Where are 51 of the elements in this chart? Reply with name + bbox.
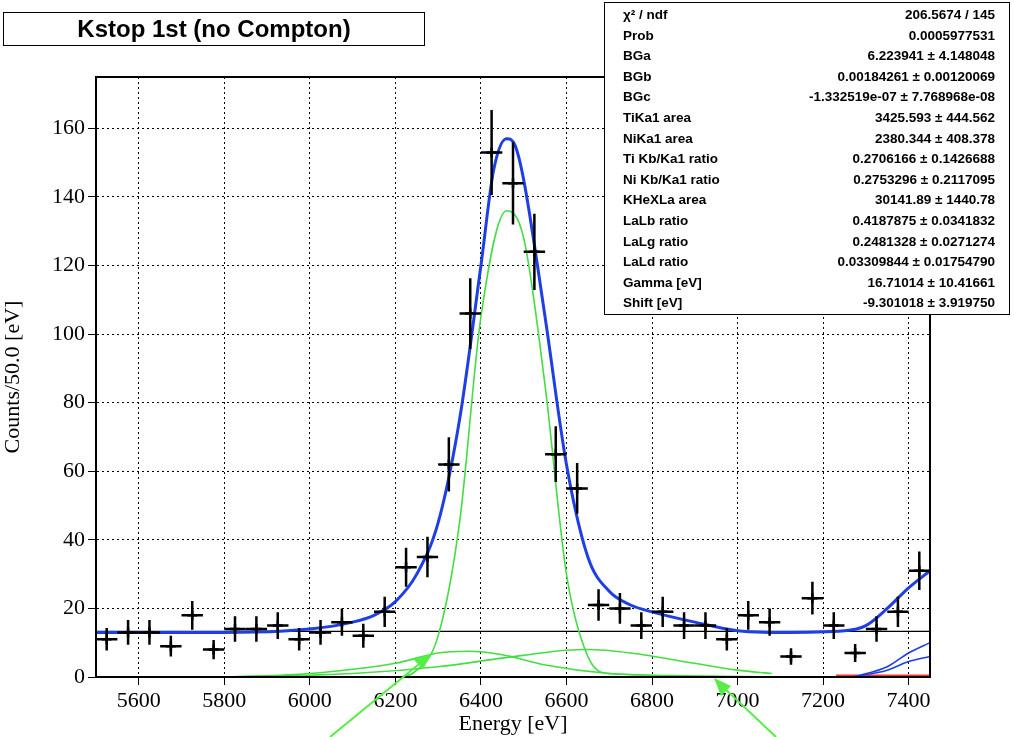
y-tick-label: 140 [52, 182, 85, 208]
annotation: NiKa1 area [623, 130, 694, 146]
y-axis-title: Counts/50.0 [eV] [0, 300, 24, 454]
annotation: Shift [eV] [623, 295, 684, 311]
annotation: BGc [623, 89, 652, 105]
x-axis-title: Energy [eV] [458, 709, 568, 735]
annotation: KHeXLa area [623, 192, 708, 208]
x-tick-label: 5800 [202, 686, 247, 712]
chart-title: Kstop 1st (no Compton) [3, 12, 425, 46]
annotation: TiKa1 area [623, 109, 693, 125]
x-tick-label: 6600 [544, 686, 589, 712]
annotation: -9.301018 ± 3.919750 [861, 295, 995, 311]
y-tick-label: 100 [52, 319, 85, 345]
annotation: Ni Kb/Ka1 ratio [623, 171, 721, 187]
y-tick-label: 160 [52, 114, 85, 140]
text: 6.223941 ± 4.148048 [866, 48, 995, 64]
annotation: 0.4187875 ± 0.0341832 [851, 212, 995, 228]
annotation: 16.71014 ± 10.41661 [866, 274, 995, 290]
text: 206.5674 / 145 [903, 7, 995, 22]
annotation: 2380.344 ± 408.378 [873, 130, 995, 146]
annotation: Gamma [eV] [623, 274, 703, 290]
y-tick-label: 20 [63, 594, 85, 620]
x-tick-label: 5600 [116, 686, 161, 712]
y-tick-label: 0 [74, 662, 85, 688]
annotation: 0.00184261 ± 0.00120069 [836, 68, 995, 84]
annotation: 0.2481328 ± 0.0271274 [851, 233, 995, 249]
y-tick-label: 120 [52, 251, 85, 277]
text: χ² / ndf [623, 7, 669, 22]
annotation: 3425.593 ± 444.562 [873, 109, 995, 125]
x-tick-label: 7200 [801, 686, 846, 712]
annotation: 0.2706166 ± 0.1426688 [851, 151, 995, 167]
y-tick-label: 80 [63, 388, 85, 414]
text: BGa [623, 48, 652, 64]
annotation: 0.2753296 ± 0.2117095 [852, 171, 995, 187]
text: Prob [623, 27, 655, 43]
x-tick-label: 6400 [458, 686, 503, 712]
annotation: LaLg ratio [623, 233, 690, 249]
y-tick-label: 40 [63, 525, 85, 551]
y-tick-label: 60 [63, 457, 85, 483]
annotation: -1.332519e-07 ± 7.768968e-08 [807, 89, 995, 105]
x-tick-label: 6000 [287, 686, 332, 712]
x-tick-label: 7400 [886, 686, 931, 712]
annotation: Ti Kb/Ka1 ratio [623, 151, 720, 167]
text: 0.0005977531 [907, 27, 995, 43]
annotation: LaLd ratio [623, 254, 690, 270]
annotation: LaLb ratio [623, 212, 690, 228]
x-tick-label: 6800 [630, 686, 674, 712]
annotation: 0.03309844 ± 0.01754790 [836, 254, 995, 270]
annotation: BGb [623, 68, 653, 84]
x-tick-label: 6200 [373, 686, 418, 712]
annotation: 30141.89 ± 1440.78 [873, 192, 995, 208]
